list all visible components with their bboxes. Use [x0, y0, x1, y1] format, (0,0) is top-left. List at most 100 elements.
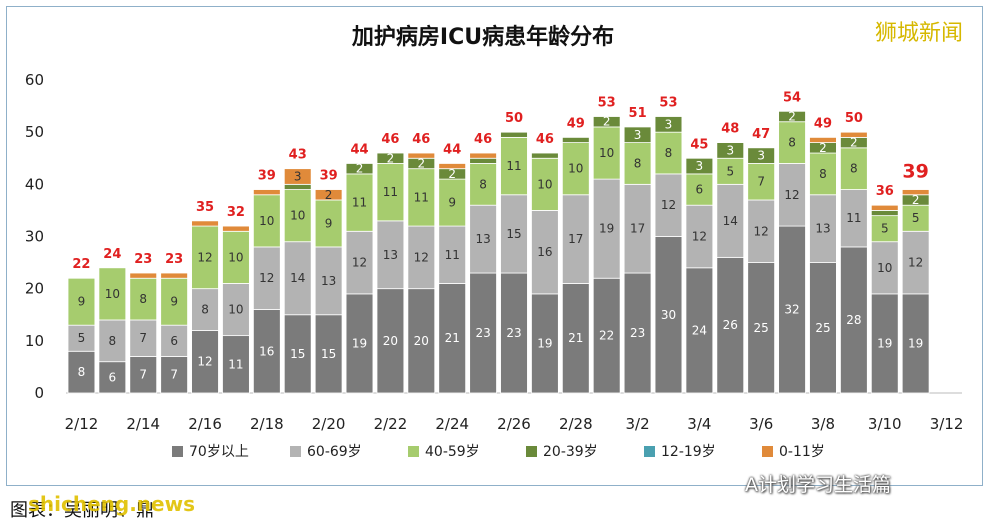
legend-swatch — [526, 446, 537, 457]
bar-segment-4 — [685, 157, 714, 175]
data-label: 9 — [170, 295, 178, 309]
data-label: 17 — [630, 222, 645, 236]
bar-segment-6 — [438, 163, 467, 170]
data-label: 5 — [726, 164, 734, 178]
watermark-left: shicheng.news — [28, 492, 195, 516]
data-label: 8 — [139, 292, 147, 306]
total-label: 44 — [350, 142, 368, 157]
bar-segment-1 — [283, 314, 312, 394]
x-tick-label: 2/18 — [250, 415, 284, 433]
bar-segment-1 — [191, 329, 219, 394]
data-label: 2 — [356, 162, 364, 176]
bar-segment-2 — [129, 319, 158, 357]
bar-segment-3 — [592, 126, 621, 180]
x-tick-label: 3/4 — [687, 415, 711, 433]
data-label: 25 — [815, 321, 830, 335]
legend-swatch — [408, 446, 419, 457]
bar-segment-6 — [222, 225, 250, 232]
bar-segment-1 — [592, 277, 621, 394]
legend-swatch — [172, 446, 183, 457]
bar-segment-2 — [67, 324, 96, 352]
bar-segment-1 — [314, 314, 343, 394]
data-label: 12 — [259, 271, 274, 285]
bar-segment-4 — [592, 116, 621, 128]
data-label: 8 — [819, 167, 827, 181]
bar-segment-1 — [469, 272, 497, 394]
total-label: 36 — [876, 184, 894, 199]
bar-segment-4 — [716, 142, 745, 159]
data-label: 24 — [692, 323, 707, 337]
y-tick-label: 30 — [25, 228, 44, 246]
bar-segment-2 — [283, 241, 312, 316]
data-label: 22 — [599, 329, 614, 343]
data-label: 5 — [78, 331, 86, 345]
bar-segment-6 — [901, 189, 930, 196]
bar-segment-3 — [901, 204, 930, 232]
bar-segment-3 — [438, 178, 467, 227]
bar-segment-3 — [778, 121, 806, 164]
data-label: 7 — [139, 368, 147, 382]
bar-segment-1 — [809, 262, 837, 394]
legend-swatch — [644, 446, 655, 457]
x-tick-label: 2/28 — [559, 415, 593, 433]
data-label: 11 — [383, 185, 398, 199]
bar-segment-3 — [685, 173, 714, 206]
bar-segment-2 — [500, 194, 528, 274]
data-label: 12 — [197, 250, 212, 264]
data-label: 9 — [78, 295, 86, 309]
bar-segment-6 — [252, 189, 281, 196]
data-label: 11 — [352, 196, 367, 210]
x-tick-label: 2/24 — [435, 415, 469, 433]
bar-segment-2 — [623, 183, 652, 274]
data-label: 11 — [414, 190, 429, 204]
total-label: 46 — [474, 132, 492, 147]
bar-segment-4 — [778, 110, 806, 123]
y-tick-label: 50 — [25, 123, 44, 141]
data-label: 19 — [908, 336, 923, 350]
legend: 70岁以上 60-69岁 40-59岁 20-39岁 12-19岁 0-11岁 — [172, 444, 825, 460]
data-label: 16 — [537, 245, 552, 259]
total-label: 23 — [134, 252, 152, 267]
bar-segment-1 — [160, 356, 188, 394]
bar-segment-2 — [840, 189, 868, 248]
legend-label: 12-19岁 — [661, 444, 716, 460]
bar-segment-3 — [654, 131, 683, 175]
data-label: 11 — [846, 211, 861, 225]
bar-segment-3 — [98, 267, 127, 321]
total-label: 32 — [227, 205, 245, 220]
source-caption: 图表：吴丽明、鼎 — [10, 500, 154, 521]
total-label: 49 — [567, 116, 585, 131]
bar-segment-2 — [778, 163, 806, 227]
total-label: 53 — [659, 96, 677, 111]
data-label: 8 — [788, 136, 796, 150]
data-label: 6 — [696, 183, 704, 197]
bar-segment-3 — [67, 277, 96, 326]
bar-segment-4 — [654, 116, 683, 133]
data-label: 28 — [846, 313, 861, 327]
bar-segment-6 — [407, 152, 436, 159]
data-label: 8 — [109, 334, 117, 348]
bar-segment-3 — [623, 142, 652, 185]
data-label: 13 — [475, 232, 490, 246]
bar-segment-2 — [685, 204, 714, 269]
data-label: 2 — [417, 156, 425, 170]
data-label: 8 — [78, 365, 86, 379]
data-label: 14 — [290, 271, 305, 285]
bar-segment-1 — [98, 361, 127, 394]
bar-segment-2 — [870, 241, 899, 295]
data-label: 3 — [757, 149, 765, 163]
bar-segment-6 — [160, 272, 188, 279]
bar-segment-6 — [469, 152, 497, 159]
total-label: 39 — [902, 161, 928, 183]
bar-segment-6 — [809, 136, 837, 143]
legend-label: 20-39岁 — [543, 444, 598, 460]
bar-segment-1 — [561, 283, 590, 394]
bar-segment-2 — [345, 230, 374, 295]
legend-swatch — [762, 446, 773, 457]
data-label: 10 — [290, 209, 305, 223]
bar-segment-2 — [191, 288, 219, 331]
bar-segment-1 — [67, 350, 96, 394]
bar-segment-1 — [840, 246, 868, 394]
data-label: 12 — [784, 188, 799, 202]
